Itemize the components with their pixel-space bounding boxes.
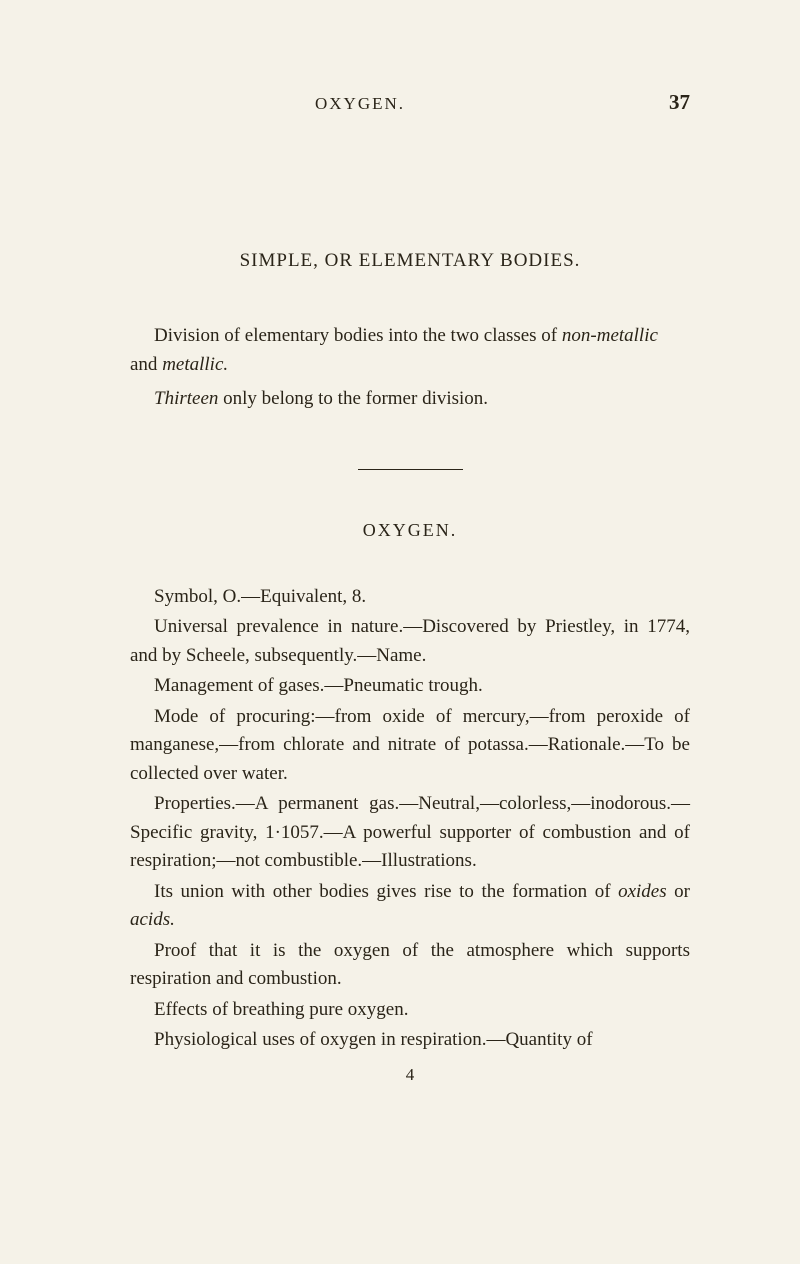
italic-text: oxides [618, 881, 667, 902]
body-paragraph: Mode of procuring:—from oxide of mercury… [130, 703, 690, 789]
body-paragraph: Proof that it is the oxygen of the atmos… [130, 937, 690, 994]
page-body: OXYGEN. 37 SIMPLE, OR ELEMENTARY BODIES.… [0, 0, 800, 1264]
intro-paragraph-2: Thirteen only belong to the former divis… [130, 385, 690, 414]
horizontal-rule [358, 469, 463, 470]
body-paragraph: Effects of breathing pure oxygen. [130, 996, 690, 1025]
signature-mark: 4 [130, 1065, 690, 1085]
body-paragraph: Its union with other bodies gives rise t… [130, 878, 690, 935]
intro-paragraph-1: Division of elementary bodies into the t… [130, 322, 690, 379]
body-paragraph: Symbol, O.—Equivalent, 8. [130, 583, 690, 612]
running-head: OXYGEN. [315, 94, 405, 114]
page-number: 37 [669, 90, 690, 115]
chapter-title: SIMPLE, OR ELEMENTARY BODIES. [130, 250, 690, 272]
text-span: only belong to the former division. [218, 388, 488, 409]
italic-text: non-metallic [562, 325, 658, 346]
text-span: Division of elementary bodies into the t… [154, 325, 562, 346]
italic-text: Thirteen [154, 388, 218, 409]
text-span: or [667, 881, 690, 902]
body-paragraph: Management of gases.—Pneumatic trough. [130, 672, 690, 701]
body-paragraph: Physiological uses of oxygen in respirat… [130, 1026, 690, 1055]
text-span: Its union with other bodies gives rise t… [154, 881, 618, 902]
italic-text: metallic. [162, 354, 228, 375]
italic-text: acids. [130, 909, 175, 930]
section-title: OXYGEN. [130, 520, 690, 541]
body-paragraph: Properties.—A permanent gas.—Neutral,—co… [130, 790, 690, 876]
body-paragraph: Universal prevalence in nature.—Discover… [130, 613, 690, 670]
page-header: OXYGEN. 37 [130, 90, 690, 115]
text-span: and [130, 354, 162, 375]
